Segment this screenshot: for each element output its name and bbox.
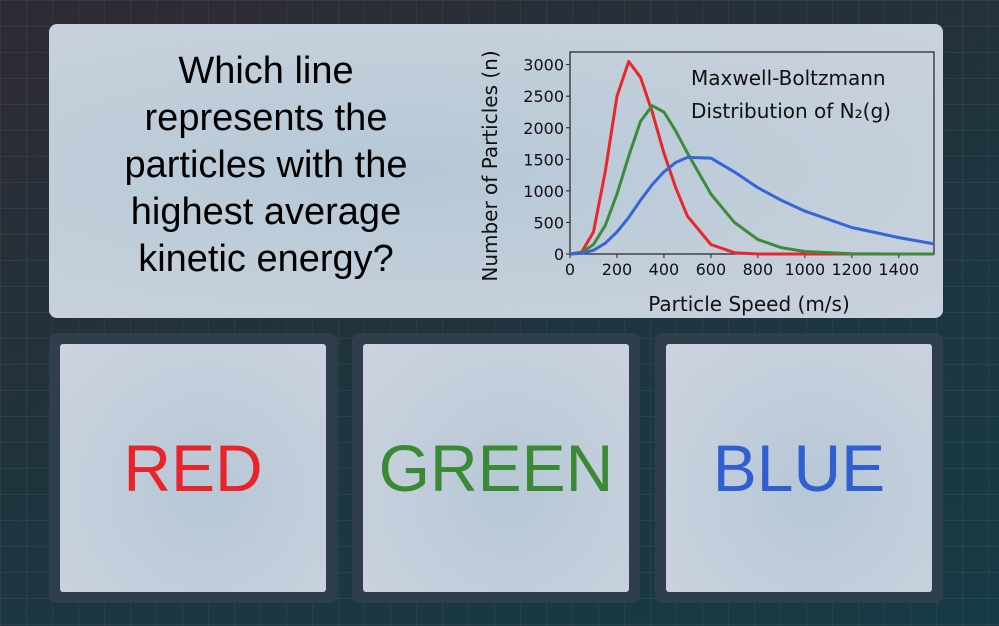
x-tick-label: 1000	[784, 260, 825, 279]
answer-button[interactable]: RED	[49, 333, 337, 603]
chart-title: Maxwell-Boltzmann	[691, 66, 886, 90]
answer-face: RED	[60, 344, 326, 592]
answer-button[interactable]: GREEN	[352, 333, 640, 603]
y-tick-label: 1500	[523, 150, 564, 169]
answer-face: GREEN	[363, 344, 629, 592]
x-tick-label: 1200	[831, 260, 872, 279]
answer-face: BLUE	[666, 344, 932, 592]
x-tick-label: 1400	[878, 260, 919, 279]
y-tick-label: 0	[554, 245, 564, 264]
chart-title: Distribution of N₂(g)	[691, 99, 891, 123]
y-tick-label: 1000	[523, 182, 564, 201]
y-tick-label: 2000	[523, 119, 564, 138]
chart: 0 500 1000 1500 2000 2500 3000 0 200 400 600 800 100…	[478, 50, 935, 316]
answer-label: BLUE	[712, 431, 886, 505]
x-tick-label: 400	[649, 260, 680, 279]
series-line	[569, 155, 935, 256]
question-text: Which line represents the particles with…	[124, 50, 408, 280]
y-tick-label: 3000	[523, 56, 564, 75]
x-tick-label: 200	[602, 260, 633, 279]
y-tick-label: 500	[533, 213, 564, 232]
y-tick-label: 2500	[523, 87, 564, 106]
x-tick-label: 800	[743, 260, 774, 279]
question-panel	[49, 24, 943, 318]
answer-label: GREEN	[378, 431, 614, 505]
x-tick-label: 0	[565, 260, 575, 279]
x-axis-label: Particle Speed (m/s)	[648, 292, 850, 316]
series-line	[569, 104, 934, 256]
series-line	[569, 60, 934, 256]
y-axis-label: Number of Particles (n)	[478, 50, 502, 281]
x-tick-label: 600	[696, 260, 727, 279]
answer-label: RED	[123, 431, 263, 505]
answer-button[interactable]: BLUE	[655, 333, 943, 603]
